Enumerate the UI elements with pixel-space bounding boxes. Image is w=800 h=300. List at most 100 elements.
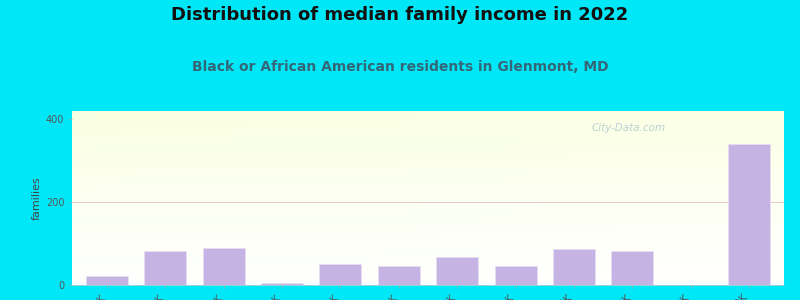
Bar <box>72 194 784 195</box>
Bar <box>72 188 784 189</box>
Bar <box>72 226 784 227</box>
Bar <box>72 112 784 114</box>
Bar <box>72 233 784 234</box>
Bar <box>72 243 784 244</box>
Bar <box>72 200 784 201</box>
Bar <box>72 275 784 276</box>
Bar <box>72 195 784 196</box>
Bar <box>72 159 784 160</box>
Bar <box>72 198 784 200</box>
Bar <box>72 137 784 139</box>
Bar <box>72 253 784 254</box>
Bar <box>72 256 784 257</box>
Bar <box>72 184 784 185</box>
Bar <box>72 134 784 136</box>
Bar <box>72 260 784 262</box>
Bar <box>72 196 784 198</box>
Text: Distribution of median family income in 2022: Distribution of median family income in … <box>171 6 629 24</box>
Bar <box>72 238 784 240</box>
Bar <box>72 153 784 154</box>
Bar <box>72 208 784 210</box>
Bar <box>72 207 784 208</box>
Bar <box>72 242 784 243</box>
Bar <box>72 220 784 221</box>
Bar <box>72 136 784 137</box>
Bar <box>72 173 784 175</box>
Bar <box>86 276 128 285</box>
Bar <box>72 150 784 152</box>
Bar <box>72 166 784 167</box>
Bar <box>72 263 784 265</box>
Bar <box>72 158 784 159</box>
Bar <box>72 192 784 194</box>
Bar <box>72 273 784 275</box>
Bar <box>72 149 784 150</box>
Bar <box>728 144 770 285</box>
Bar <box>72 284 784 285</box>
Bar <box>72 217 784 218</box>
Text: City-Data.com: City-Data.com <box>592 123 666 133</box>
Bar <box>72 212 784 214</box>
Bar <box>72 144 784 146</box>
Bar <box>72 176 784 178</box>
Bar <box>436 257 478 285</box>
Bar <box>72 262 784 263</box>
Bar <box>72 278 784 279</box>
Bar <box>72 227 784 229</box>
Bar <box>72 140 784 141</box>
Bar <box>72 131 784 133</box>
Bar <box>72 133 784 134</box>
Bar <box>72 276 784 278</box>
Bar <box>72 229 784 230</box>
Bar <box>72 254 784 256</box>
Bar <box>72 178 784 179</box>
Bar <box>72 175 784 176</box>
Bar <box>261 283 303 285</box>
Bar <box>72 170 784 172</box>
Bar <box>72 114 784 115</box>
Bar <box>378 266 420 285</box>
Bar <box>72 244 784 246</box>
Bar <box>72 169 784 170</box>
Bar <box>72 127 784 128</box>
Bar <box>72 121 784 123</box>
Bar <box>72 240 784 242</box>
Bar <box>72 257 784 259</box>
Bar <box>72 120 784 121</box>
Bar <box>72 181 784 182</box>
Bar <box>72 279 784 281</box>
Bar <box>72 165 784 166</box>
Bar <box>72 210 784 211</box>
Bar <box>72 115 784 117</box>
Bar <box>72 249 784 250</box>
Bar <box>72 117 784 118</box>
Bar <box>72 141 784 143</box>
Bar <box>72 147 784 149</box>
Bar <box>72 205 784 207</box>
Bar <box>72 167 784 169</box>
Bar <box>72 252 784 253</box>
Bar <box>72 152 784 153</box>
Bar <box>72 172 784 173</box>
Bar <box>72 156 784 158</box>
Bar <box>72 204 784 205</box>
Bar <box>72 189 784 191</box>
Bar <box>72 259 784 260</box>
Bar <box>72 271 784 272</box>
Bar <box>72 282 784 284</box>
Bar <box>72 231 784 233</box>
Bar <box>72 163 784 165</box>
Bar <box>72 223 784 224</box>
Bar <box>72 221 784 223</box>
Bar <box>72 179 784 181</box>
Bar <box>553 248 595 285</box>
Bar <box>72 250 784 252</box>
Bar <box>72 215 784 217</box>
Bar <box>72 281 784 282</box>
Bar <box>72 234 784 236</box>
Bar <box>72 272 784 273</box>
Bar <box>72 186 784 188</box>
Bar <box>72 236 784 237</box>
Text: Black or African American residents in Glenmont, MD: Black or African American residents in G… <box>192 60 608 74</box>
Bar <box>72 146 784 147</box>
